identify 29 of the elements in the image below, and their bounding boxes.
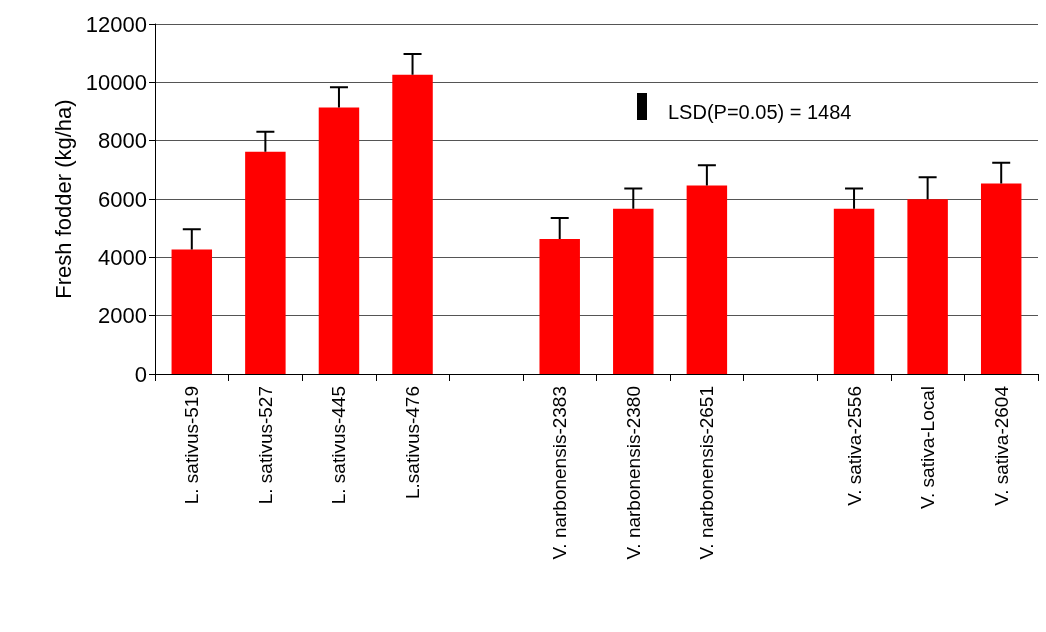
bar (392, 74, 433, 374)
y-axis-title: Fresh fodder (kg/ha) (51, 99, 77, 299)
y-tick-label: 6000 (98, 186, 147, 212)
bar (613, 208, 654, 374)
bar (907, 199, 948, 374)
x-tick-label: L.sativus-476 (402, 386, 424, 500)
x-tick-label: V. narbonensis-2380 (622, 386, 644, 560)
x-tick-label: V. narbonensis-2383 (549, 386, 571, 560)
bar (980, 183, 1022, 374)
bar (318, 107, 360, 374)
x-tick-label: V. sativa-Local (917, 386, 939, 509)
bar (245, 151, 286, 374)
x-tick-label: L. sativus-519 (181, 386, 203, 505)
annotation: LSD(P=0.05) = 1484 (668, 101, 852, 124)
y-tick-label: 2000 (98, 303, 147, 329)
bar (171, 249, 213, 374)
bar (686, 185, 728, 374)
x-tick-label: L. sativus-445 (328, 386, 350, 505)
x-tick-label: V. narbonensis-2651 (696, 386, 718, 560)
y-tick-label: 4000 (98, 244, 147, 270)
y-tick-label: 0 (134, 361, 147, 387)
y-tick-label: 10000 (85, 69, 147, 95)
bar (833, 208, 875, 374)
bar (539, 238, 580, 374)
x-tick-label: V. sativa-2556 (843, 386, 865, 506)
y-tick-label: 8000 (98, 128, 147, 154)
x-tick-label: V. sativa-2604 (990, 385, 1012, 506)
y-tick-label: 12000 (85, 11, 147, 37)
x-tick-label: L. sativus-527 (254, 386, 276, 505)
